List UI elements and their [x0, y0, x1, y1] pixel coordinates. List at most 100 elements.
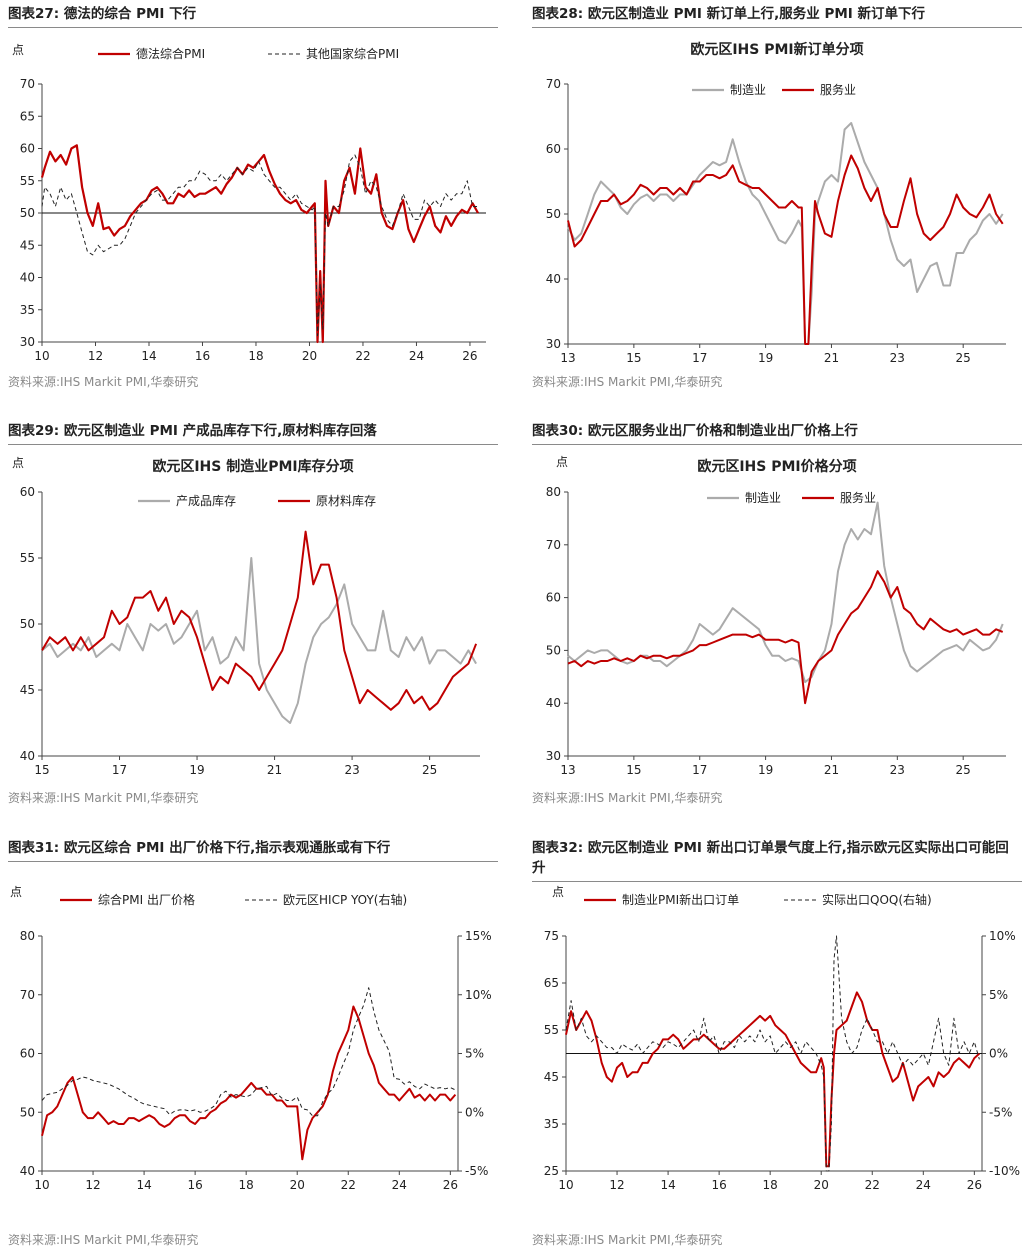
x-tick-label: 12 [85, 1178, 100, 1192]
y-axis-unit: 点 [12, 43, 24, 57]
series-line-1 [40, 144, 479, 344]
y-tick-label: 60 [20, 1047, 35, 1061]
y-tick-label: 80 [546, 485, 561, 499]
y-tick-label: 55 [20, 174, 35, 188]
series-line-2 [567, 570, 1004, 705]
x-tick-label: 21 [267, 763, 282, 777]
x-tick-label: 15 [626, 763, 641, 777]
panel-title: 图表28: 欧元区制造业 PMI 新订单上行,服务业 PMI 新订单下行 [532, 4, 1022, 28]
y-tick-label: 40 [20, 271, 35, 285]
x-tick-label: 12 [88, 349, 103, 363]
y-tick-label: 65 [20, 109, 35, 123]
y-tick-label: 30 [546, 749, 561, 763]
y-tick-label: 75 [544, 929, 559, 943]
x-tick-label: 13 [560, 763, 575, 777]
y-tick-label: 70 [546, 77, 561, 91]
panel-2: 图表28: 欧元区制造业 PMI 新订单上行,服务业 PMI 新订单下行 欧元区… [532, 4, 1022, 396]
chart-2: 欧元区IHS PMI新订单分项 30 40 50 60 70 13 15 17 19 21 23 25 制… [546, 41, 1006, 365]
y-tick-label: 45 [544, 1070, 559, 1084]
x-tick-label: 16 [187, 1178, 202, 1192]
source-note: 资料来源:IHS Markit PMI,华泰研究 [8, 1233, 199, 1247]
series-line-2 [567, 154, 1004, 345]
y2-tick-label: -5% [465, 1164, 488, 1178]
y-tick-label: 50 [20, 617, 35, 631]
y-tick-label: 60 [20, 485, 35, 499]
x-tick-label: 25 [422, 763, 437, 777]
x-tick-label: 21 [824, 351, 839, 365]
y-tick-label: 35 [544, 1117, 559, 1131]
x-tick-label: 16 [711, 1178, 726, 1192]
chart-6: 点 25 35 45 55 65 75 -10% -5% 0% 5% 10% 10 12 14 16 18 20 2… [544, 885, 1020, 1192]
x-tick-label: 23 [344, 763, 359, 777]
y-axis-unit: 点 [556, 455, 568, 469]
y-tick-label: 25 [544, 1164, 559, 1178]
x-tick-label: 19 [189, 763, 204, 777]
x-tick-label: 22 [355, 349, 370, 363]
panel-title: 图表32: 欧元区制造业 PMI 新出口订单景气度上行,指示欧元区实际出口可能回… [532, 838, 1022, 882]
series-line-2 [565, 935, 980, 1172]
source-note: 资料来源:IHS Markit PMI,华泰研究 [532, 375, 723, 389]
panel-title: 图表31: 欧元区综合 PMI 出厂价格下行,指示表观通胀或有下行 [8, 838, 498, 862]
series-line-1 [567, 501, 1004, 684]
series-line-2 [41, 987, 456, 1117]
panel-3: 图表29: 欧元区制造业 PMI 产成品库存下行,原材料库存回落 欧元区IHS … [8, 421, 498, 813]
x-tick-label: 24 [392, 1178, 407, 1192]
x-tick-label: 13 [560, 351, 575, 365]
source-note: 资料来源:IHS Markit PMI,华泰研究 [532, 791, 723, 805]
series-line-2 [41, 530, 478, 711]
y-tick-label: 70 [20, 77, 35, 91]
x-tick-label: 20 [290, 1178, 305, 1192]
source-note: 资料来源:IHS Markit PMI,华泰研究 [8, 791, 199, 805]
y-axis-unit: 点 [12, 456, 24, 470]
panel-title: 图表29: 欧元区制造业 PMI 产成品库存下行,原材料库存回落 [8, 421, 498, 445]
legend-label: 综合PMI 出厂价格 [98, 892, 195, 907]
x-tick-label: 23 [890, 763, 905, 777]
panel-4: 图表30: 欧元区服务业出厂价格和制造业出厂价格上行 欧元区IHS PMI价格分… [532, 421, 1022, 813]
x-tick-label: 17 [692, 763, 707, 777]
x-tick-label: 18 [763, 1178, 778, 1192]
x-tick-label: 10 [34, 1178, 49, 1192]
y-tick-label: 50 [546, 207, 561, 221]
x-tick-label: 25 [956, 763, 971, 777]
legend-label: 其他国家综合PMI [306, 46, 399, 61]
x-tick-label: 21 [824, 763, 839, 777]
y2-tick-label: 0% [465, 1105, 484, 1119]
y-axis-unit: 点 [10, 885, 22, 899]
panel-title: 图表27: 德法的综合 PMI 下行 [8, 4, 498, 28]
y-tick-label: 40 [20, 749, 35, 763]
y2-tick-label: 15% [465, 929, 492, 943]
y-tick-label: 50 [20, 206, 35, 220]
x-tick-label: 10 [34, 349, 49, 363]
series-line-1 [41, 557, 477, 724]
x-tick-label: 24 [409, 349, 424, 363]
y-tick-label: 40 [546, 272, 561, 286]
x-tick-label: 12 [609, 1178, 624, 1192]
y-tick-label: 80 [20, 929, 35, 943]
x-tick-label: 14 [660, 1178, 675, 1192]
y2-tick-label: 0% [989, 1047, 1008, 1061]
source-note: 资料来源:IHS Markit PMI,华泰研究 [532, 1233, 723, 1247]
chart-4: 欧元区IHS PMI价格分项 点 30 40 50 60 70 80 13 15 17 19 21 23 2… [546, 455, 1006, 777]
x-tick-label: 16 [195, 349, 210, 363]
chart-title: 欧元区IHS PMI新订单分项 [690, 41, 863, 58]
legend-label: 服务业 [820, 82, 856, 97]
legend-label: 原材料库存 [316, 493, 376, 508]
x-tick-label: 20 [302, 349, 317, 363]
x-tick-label: 26 [967, 1178, 982, 1192]
chart-title: 欧元区IHS PMI价格分项 [697, 458, 856, 475]
y-tick-label: 30 [546, 337, 561, 351]
y-tick-label: 50 [546, 643, 561, 657]
y-tick-label: 70 [20, 988, 35, 1002]
legend-label: 制造业PMI新出口订单 [622, 892, 739, 907]
x-tick-label: 17 [112, 763, 127, 777]
y-tick-label: 40 [546, 696, 561, 710]
x-tick-label: 20 [814, 1178, 829, 1192]
x-tick-label: 17 [692, 351, 707, 365]
legend-label: 实际出口QOQ(右轴) [822, 892, 932, 907]
x-tick-label: 26 [443, 1178, 458, 1192]
y2-tick-label: -10% [989, 1164, 1020, 1178]
series-line-2 [41, 154, 478, 337]
series-line-1 [41, 1005, 457, 1161]
y2-tick-label: 10% [465, 988, 492, 1002]
x-tick-label: 15 [34, 763, 49, 777]
